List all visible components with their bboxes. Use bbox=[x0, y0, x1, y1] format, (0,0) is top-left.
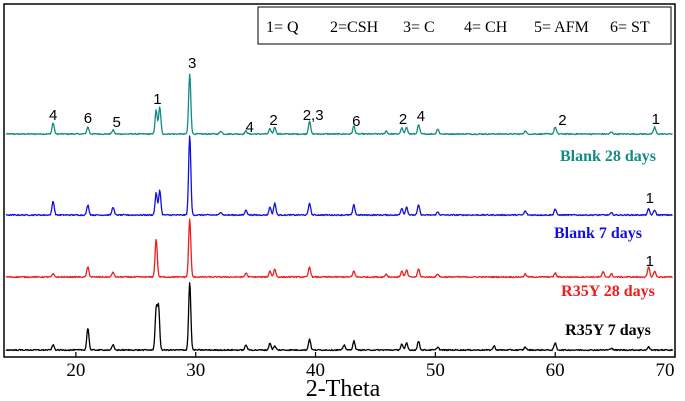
series-label: R35Y 28 days bbox=[561, 283, 655, 300]
x-tick-label: 40 bbox=[306, 360, 325, 381]
peak-label: 5 bbox=[112, 114, 120, 131]
peak-label: 2,3 bbox=[303, 107, 324, 124]
legend-entry-4: 4= CH bbox=[464, 19, 508, 36]
legend-entry-3: 3= C bbox=[403, 19, 435, 36]
peak-label: 4 bbox=[417, 108, 425, 125]
legend-entry-5: 5= AFM bbox=[534, 19, 589, 36]
peak-label: 6 bbox=[352, 113, 360, 130]
x-tick-label: 50 bbox=[426, 360, 445, 381]
x-tick-label: 20 bbox=[66, 360, 85, 381]
peak-label: 4 bbox=[245, 119, 253, 136]
legend-entry-6: 6= ST bbox=[610, 19, 650, 36]
legend: 1= Q 2=CSH 3= C 4= CH 5= AFM 6= ST bbox=[257, 6, 672, 45]
peak-label: 2 bbox=[269, 112, 277, 129]
plot-frame bbox=[3, 3, 676, 358]
peak-label: 2 bbox=[399, 111, 407, 128]
legend-box bbox=[257, 6, 672, 45]
x-tick-label: 60 bbox=[546, 360, 565, 381]
peak-label: 4 bbox=[49, 107, 57, 124]
series-line bbox=[5, 73, 673, 136]
peak-label: 1 bbox=[153, 91, 161, 108]
x-axis: 20 30 40 50 60 70 bbox=[66, 352, 676, 381]
peak-label: 3 bbox=[188, 55, 196, 72]
peak-label: 1 bbox=[646, 253, 654, 270]
legend-entry-1: 1= Q bbox=[266, 19, 299, 36]
series-line bbox=[5, 282, 674, 352]
peak-label: 1 bbox=[646, 190, 654, 207]
series-label: R35Y 7 days bbox=[565, 322, 651, 339]
x-tick-label: 30 bbox=[186, 360, 205, 381]
x-tick-label: 70 bbox=[656, 360, 675, 381]
peak-label: 6 bbox=[84, 110, 92, 127]
series-label: Blank 28 days bbox=[560, 148, 656, 165]
peak-label: 2 bbox=[558, 112, 566, 129]
x-axis-title: 2-Theta bbox=[306, 376, 381, 401]
legend-entry-2: 2=CSH bbox=[330, 19, 379, 36]
peak-label: 1 bbox=[652, 111, 660, 128]
series-label: Blank 7 days bbox=[554, 225, 642, 242]
series-line bbox=[5, 135, 673, 217]
series-line bbox=[5, 218, 673, 279]
